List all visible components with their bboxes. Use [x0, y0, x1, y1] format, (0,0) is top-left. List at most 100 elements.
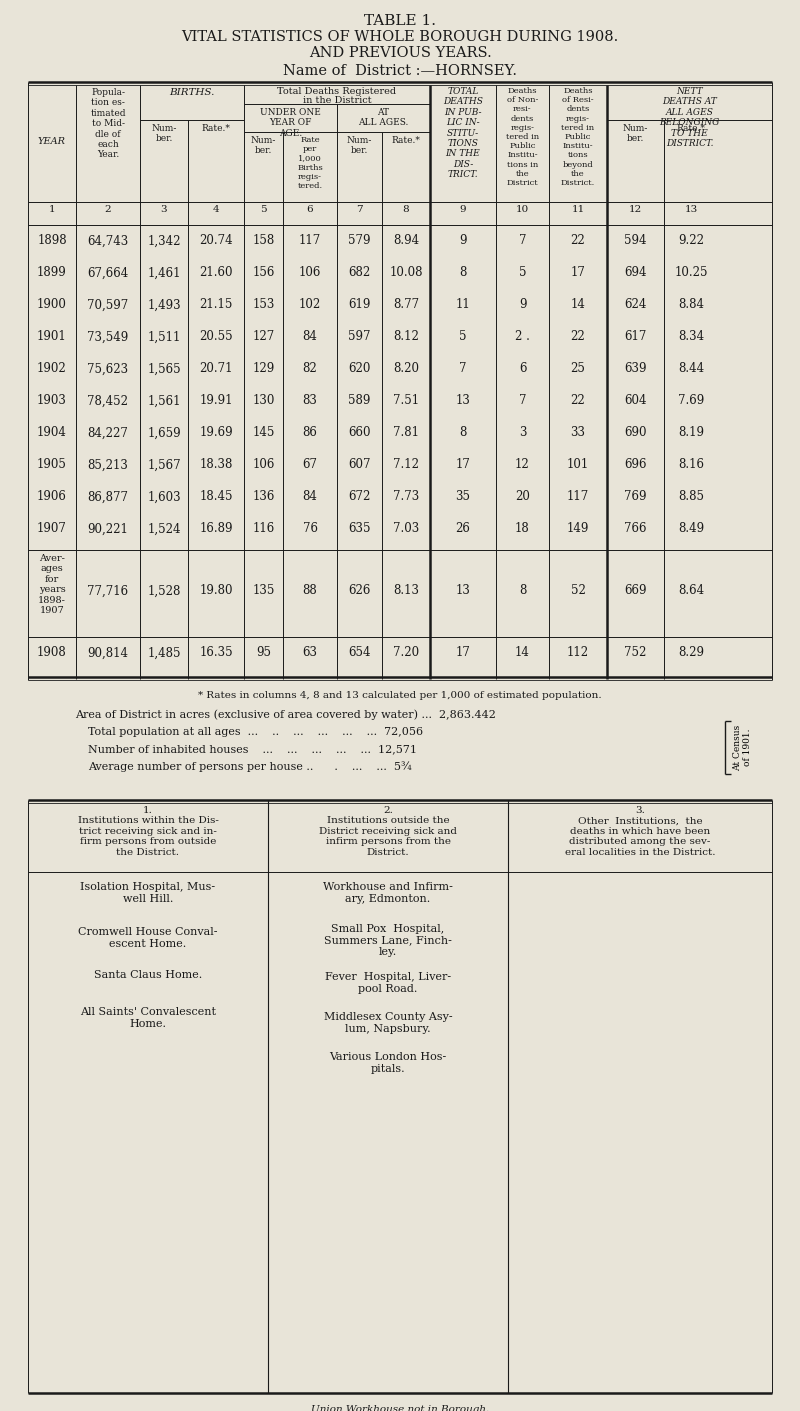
Text: 64,743: 64,743: [87, 234, 129, 247]
Text: 6: 6: [306, 205, 314, 214]
Text: 17: 17: [455, 646, 470, 659]
Text: Number of inhabited houses    ...    ...    ...    ...    ...  12,571: Number of inhabited houses ... ... ... .…: [88, 744, 417, 753]
Text: 3: 3: [161, 205, 167, 214]
Text: BIRTHS.: BIRTHS.: [170, 87, 214, 97]
Text: 7.20: 7.20: [393, 646, 419, 659]
Text: 639: 639: [624, 363, 646, 375]
Text: 696: 696: [624, 459, 646, 471]
Text: 84: 84: [302, 330, 318, 343]
Text: 7.03: 7.03: [393, 522, 419, 536]
Text: 2.
Institutions outside the
District receiving sick and
infirm persons from the
: 2. Institutions outside the District rec…: [319, 806, 457, 856]
Text: 13: 13: [455, 584, 470, 597]
Text: 1906: 1906: [37, 491, 67, 504]
Text: 10.08: 10.08: [390, 267, 422, 279]
Text: Aver-
ages
for
years
1898-
1907: Aver- ages for years 1898- 1907: [38, 555, 66, 615]
Text: 77,716: 77,716: [87, 584, 129, 597]
Text: 8.16: 8.16: [678, 459, 704, 471]
Text: Num-
ber.: Num- ber.: [251, 135, 276, 155]
Text: 18.38: 18.38: [199, 459, 233, 471]
Text: 8: 8: [459, 267, 466, 279]
Text: 6: 6: [518, 363, 526, 375]
Text: 9: 9: [459, 234, 466, 247]
Text: 5: 5: [518, 267, 526, 279]
Text: 8.20: 8.20: [393, 363, 419, 375]
Text: 1,659: 1,659: [147, 426, 181, 439]
Text: 22: 22: [570, 234, 586, 247]
Text: 117: 117: [299, 234, 321, 247]
Text: VITAL STATISTICS OF WHOLE BOROUGH DURING 1908.: VITAL STATISTICS OF WHOLE BOROUGH DURING…: [182, 30, 618, 44]
Text: 158: 158: [252, 234, 274, 247]
Text: Fever  Hospital, Liver-
pool Road.: Fever Hospital, Liver- pool Road.: [325, 972, 451, 993]
Text: 9: 9: [518, 299, 526, 312]
Text: NETT
DEATHS AT
ALL AGES
BELONGING
TO THE
DISTRICT.: NETT DEATHS AT ALL AGES BELONGING TO THE…: [659, 87, 720, 148]
Text: 8.84: 8.84: [678, 299, 704, 312]
Text: Middlesex County Asy-
lum, Napsbury.: Middlesex County Asy- lum, Napsbury.: [324, 1012, 452, 1034]
Text: Popula-
tion es-
timated
to Mid-
dle of
each
Year.: Popula- tion es- timated to Mid- dle of …: [90, 87, 126, 159]
Text: Num-
ber.: Num- ber.: [623, 124, 648, 144]
Text: 8.19: 8.19: [678, 426, 704, 439]
Text: 1,561: 1,561: [147, 395, 181, 408]
Text: 1,524: 1,524: [147, 522, 181, 536]
Text: 3.
Other  Institutions,  the
deaths in which have been
distributed among the sev: 3. Other Institutions, the deaths in whi…: [565, 806, 715, 856]
Text: 8.49: 8.49: [678, 522, 704, 536]
Text: 17: 17: [570, 267, 586, 279]
Text: 1,342: 1,342: [147, 234, 181, 247]
Text: 67: 67: [302, 459, 318, 471]
Text: 7.51: 7.51: [393, 395, 419, 408]
Text: 153: 153: [252, 299, 274, 312]
Text: Small Pox  Hospital,
Summers Lane, Finch-
ley.: Small Pox Hospital, Summers Lane, Finch-…: [324, 924, 452, 957]
Text: 626: 626: [348, 584, 370, 597]
Text: 589: 589: [348, 395, 370, 408]
Text: 1,493: 1,493: [147, 299, 181, 312]
Text: 82: 82: [302, 363, 318, 375]
Text: Workhouse and Infirm-
ary, Edmonton.: Workhouse and Infirm- ary, Edmonton.: [323, 882, 453, 903]
Text: Area of District in acres (exclusive of area covered by water) ...  2,863.442: Area of District in acres (exclusive of …: [75, 708, 496, 720]
Text: TOTAL
DEATHS
IN PUB-
LIC IN-
STITU-
TIONS
IN THE
DIS-
TRICT.: TOTAL DEATHS IN PUB- LIC IN- STITU- TION…: [443, 87, 483, 179]
Text: 22: 22: [570, 395, 586, 408]
Text: 769: 769: [624, 491, 646, 504]
Text: 694: 694: [624, 267, 646, 279]
Text: 85,213: 85,213: [87, 459, 129, 471]
Text: 35: 35: [455, 491, 470, 504]
Text: 19.80: 19.80: [199, 584, 233, 597]
Text: 84: 84: [302, 491, 318, 504]
Text: 129: 129: [252, 363, 274, 375]
Text: 1901: 1901: [37, 330, 67, 343]
Text: 7.81: 7.81: [393, 426, 419, 439]
Text: 101: 101: [567, 459, 589, 471]
Text: 20: 20: [515, 491, 530, 504]
Text: 9.22: 9.22: [678, 234, 704, 247]
Text: 149: 149: [567, 522, 589, 536]
Text: Deaths
of Non-
resi-
dents
regis-
tered in
Public
Institu-
tions in
the
District: Deaths of Non- resi- dents regis- tered …: [506, 87, 539, 188]
Text: 90,221: 90,221: [87, 522, 129, 536]
Text: 5: 5: [459, 330, 466, 343]
Text: 8.13: 8.13: [393, 584, 419, 597]
Text: Total population at all ages  ...    ..    ...    ...    ...    ...  72,056: Total population at all ages ... .. ... …: [88, 727, 423, 737]
Text: 10.25: 10.25: [674, 267, 708, 279]
Text: 752: 752: [624, 646, 646, 659]
Text: 8: 8: [459, 426, 466, 439]
Text: 594: 594: [624, 234, 646, 247]
Text: 660: 660: [348, 426, 370, 439]
Text: 8.64: 8.64: [678, 584, 704, 597]
Text: 4: 4: [213, 205, 219, 214]
Text: * Rates in columns 4, 8 and 13 calculated per 1,000 of estimated population.: * Rates in columns 4, 8 and 13 calculate…: [198, 691, 602, 700]
Text: 1900: 1900: [37, 299, 67, 312]
Text: Union Workhouse not in Borough.: Union Workhouse not in Borough.: [311, 1405, 489, 1411]
Text: 7.12: 7.12: [393, 459, 419, 471]
Text: 672: 672: [348, 491, 370, 504]
Text: Rate.*: Rate.*: [677, 124, 706, 133]
Text: TABLE 1.: TABLE 1.: [364, 14, 436, 28]
Text: 127: 127: [252, 330, 274, 343]
Text: 76: 76: [302, 522, 318, 536]
Text: Name of  District :—HORNSEY.: Name of District :—HORNSEY.: [283, 63, 517, 78]
Text: 8.77: 8.77: [393, 299, 419, 312]
Text: UNDER ONE
YEAR OF
AGE.: UNDER ONE YEAR OF AGE.: [260, 109, 321, 138]
Text: 1,461: 1,461: [147, 267, 181, 279]
Text: 7: 7: [518, 395, 526, 408]
Text: 135: 135: [252, 584, 274, 597]
Text: 1904: 1904: [37, 426, 67, 439]
Text: AT
ALL AGES.: AT ALL AGES.: [358, 109, 409, 127]
Text: 607: 607: [348, 459, 370, 471]
Text: 669: 669: [624, 584, 646, 597]
